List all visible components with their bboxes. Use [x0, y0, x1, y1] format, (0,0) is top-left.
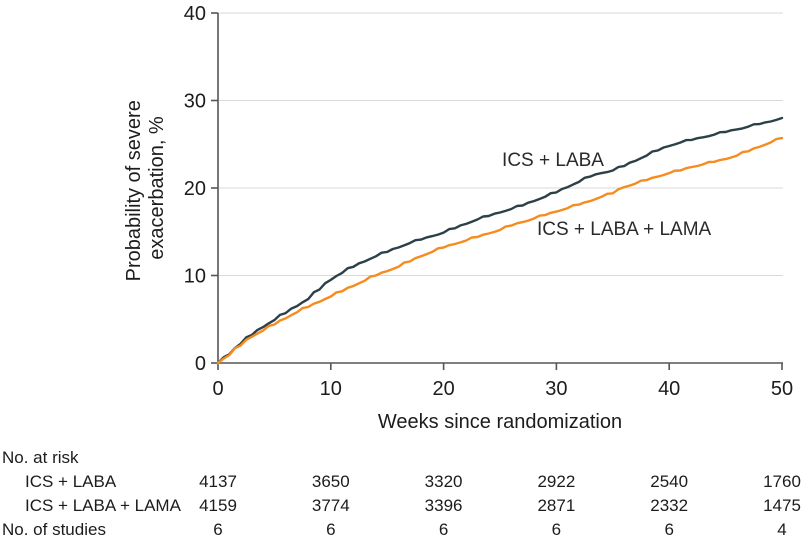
risk-table-header-row: No. at risk — [0, 446, 810, 470]
curve-label-ics-laba-lama: ICS + LABA + LAMA — [537, 219, 712, 240]
risk-value: 2871 — [537, 496, 576, 515]
y-tick-label: 30 — [184, 91, 206, 113]
risk-value: 2922 — [537, 472, 576, 491]
axes: 0 10 20 30 40 0 10 20 30 40 50 — [184, 3, 793, 400]
risk-table-title: No. at risk — [2, 448, 79, 467]
risk-value: 3774 — [311, 496, 350, 515]
risk-value: 3396 — [424, 496, 463, 515]
y-tick-label: 20 — [184, 178, 206, 200]
risk-value: 3650 — [311, 472, 350, 491]
x-axis-title: Weeks since randomization — [378, 411, 622, 433]
risk-value: 1760 — [763, 472, 801, 491]
risk-table: No. at risk ICS + LABA 4137 3650 3320 2922 2… — [0, 444, 810, 548]
y-axis-title-line2: exacerbation, % — [146, 116, 168, 260]
risk-value: 4137 — [199, 472, 237, 491]
risk-value: 6 — [213, 520, 223, 539]
curve-label-ics-laba: ICS + LABA — [502, 150, 604, 171]
x-tick-label: 40 — [658, 378, 680, 400]
curve-ics-laba-lama — [216, 136, 784, 365]
x-tick-label: 50 — [771, 378, 793, 400]
km-chart: 0 10 20 30 40 0 10 20 30 40 50 ICS + LABA ICS + LA… — [123, 3, 793, 433]
survival-curves — [216, 116, 784, 365]
risk-value: 2332 — [650, 496, 689, 515]
x-tick-label: 0 — [212, 378, 223, 400]
risk-value: 4159 — [199, 496, 237, 515]
risk-row-label: ICS + LABA + LAMA — [25, 496, 181, 515]
risk-row-ics-laba-lama: ICS + LABA + LAMA 4159 3774 3396 2871 2332 14… — [0, 494, 810, 518]
y-axis-title-line1: Probability of severe — [123, 100, 145, 281]
gridlines — [218, 12, 783, 276]
y-tick-label: 10 — [184, 266, 206, 288]
risk-value: 1475 — [763, 496, 801, 515]
risk-value: 3320 — [424, 472, 463, 491]
y-tick-label: 40 — [184, 3, 206, 25]
curve-ics-laba — [216, 116, 784, 365]
risk-value: 6 — [664, 520, 674, 539]
risk-row-label: ICS + LABA — [25, 472, 117, 491]
x-tick-label: 20 — [432, 378, 454, 400]
x-tick-label: 10 — [320, 378, 342, 400]
risk-row-ics-laba: ICS + LABA 4137 3650 3320 2922 2540 1760 — [0, 470, 810, 494]
studies-row: No. of studies 6 6 6 6 6 4 — [0, 518, 810, 542]
risk-value: 2540 — [650, 472, 689, 491]
risk-value: 6 — [551, 520, 562, 539]
studies-row-label: No. of studies — [2, 520, 106, 539]
y-axis-title: Probability of severe exacerbation, % — [123, 95, 168, 282]
y-tick-label: 0 — [195, 353, 206, 375]
risk-value: 6 — [326, 520, 336, 539]
risk-value: 6 — [438, 520, 449, 539]
risk-value: 4 — [777, 520, 787, 539]
x-tick-label: 30 — [545, 378, 567, 400]
